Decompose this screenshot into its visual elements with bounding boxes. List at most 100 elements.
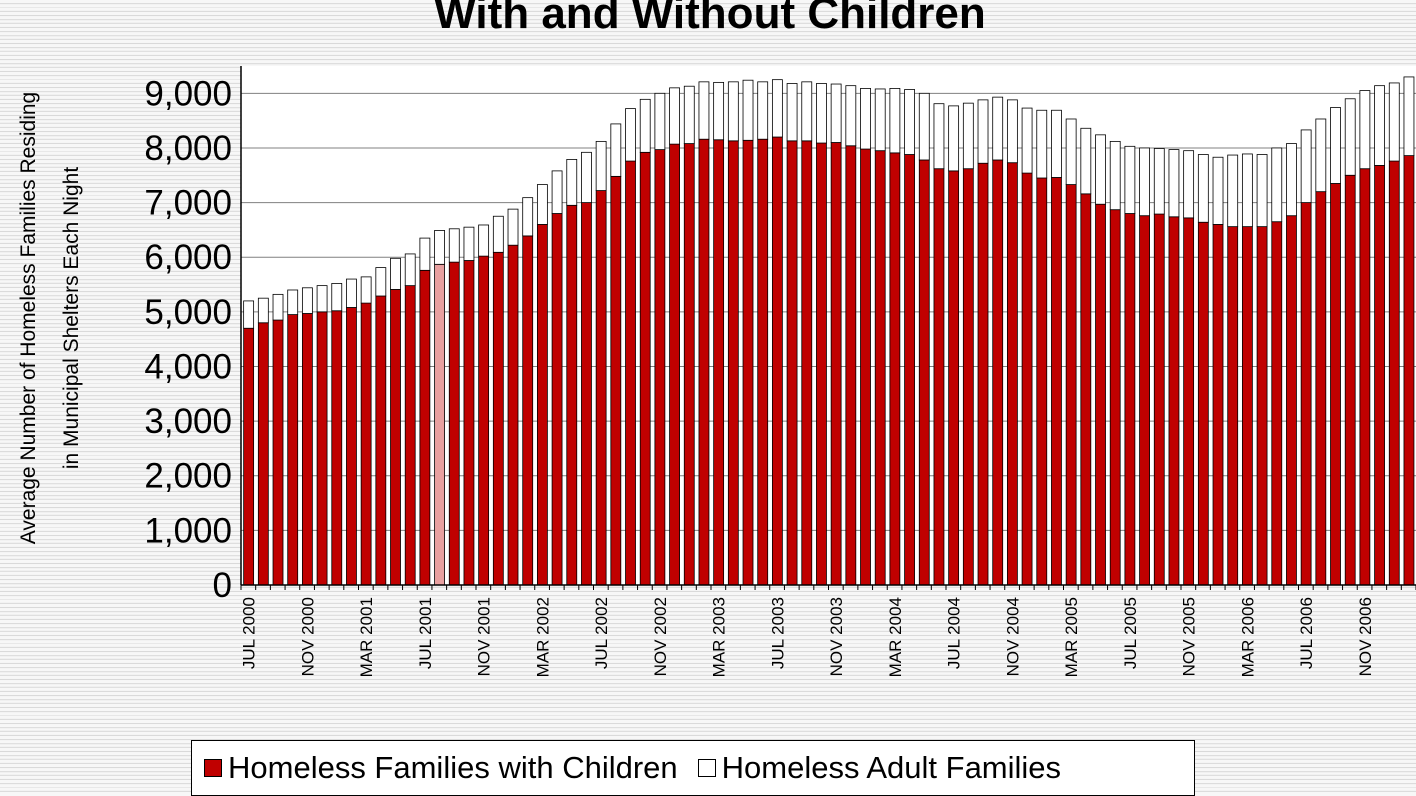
bar-families-with-children bbox=[1139, 215, 1150, 586]
bar-families-with-children bbox=[1344, 174, 1356, 586]
y-axis-label: Average Number of Homeless Families Resi… bbox=[17, 92, 83, 544]
bar-families-with-children bbox=[933, 168, 945, 586]
bar-adult-families bbox=[463, 226, 475, 261]
bar-adult-families bbox=[1065, 118, 1077, 185]
bar-adult-families bbox=[1344, 98, 1356, 176]
bar-adult-families bbox=[816, 83, 827, 144]
bar-families-with-children bbox=[904, 154, 915, 586]
y-tick-label: 6,000 bbox=[144, 238, 232, 277]
bar-adult-families bbox=[683, 85, 695, 144]
bar-families-with-children bbox=[1197, 221, 1209, 586]
bar-families-with-children bbox=[316, 311, 328, 586]
bar-families-with-children bbox=[1080, 193, 1092, 586]
bar-adult-families bbox=[698, 81, 710, 140]
bar-families-with-children bbox=[889, 152, 901, 586]
bar-families-with-children bbox=[1153, 213, 1165, 586]
y-tick-label: 1,000 bbox=[144, 511, 232, 550]
bar-families-with-children bbox=[463, 260, 475, 586]
bar-adult-families bbox=[786, 83, 798, 142]
bar-adult-families bbox=[287, 289, 299, 315]
x-tick-label: NOV 2006 bbox=[1356, 597, 1375, 676]
bar-families-with-children bbox=[992, 159, 1004, 586]
bar-adult-families bbox=[1095, 134, 1106, 205]
bar-adult-families bbox=[889, 88, 901, 154]
bar-families-with-children bbox=[1168, 216, 1180, 586]
bar-adult-families bbox=[713, 81, 725, 141]
x-tick-label: NOV 2003 bbox=[827, 597, 846, 676]
x-tick-label: MAR 2003 bbox=[710, 597, 729, 677]
bar-adult-families bbox=[1359, 90, 1371, 170]
bar-families-with-children bbox=[1183, 217, 1195, 586]
x-tick-label: JUL 2000 bbox=[240, 597, 259, 669]
bar-families-with-children bbox=[1109, 209, 1121, 586]
bar-adult-families bbox=[1080, 127, 1092, 195]
bar-adult-families bbox=[757, 81, 769, 140]
bar-adult-families bbox=[360, 276, 372, 304]
bar-adult-families bbox=[1286, 143, 1297, 217]
bar-adult-families bbox=[316, 285, 328, 313]
legend: Homeless Families with Children Homeless… bbox=[191, 740, 1195, 796]
y-tick-label: 4,000 bbox=[144, 347, 232, 386]
x-tick-label: NOV 2001 bbox=[475, 597, 494, 676]
bar-families-with-children bbox=[243, 327, 255, 586]
plot-area bbox=[241, 66, 1416, 585]
bar-families-with-children bbox=[727, 140, 739, 586]
bar-adult-families bbox=[1021, 107, 1033, 174]
bar-families-with-children bbox=[742, 139, 754, 586]
bar-adult-families bbox=[404, 253, 416, 287]
y-tick-label: 5,000 bbox=[144, 293, 232, 332]
bar-families-with-children bbox=[257, 322, 269, 586]
bar-families-with-children bbox=[287, 314, 299, 586]
bar-adult-families bbox=[654, 92, 666, 150]
x-tick-labels: JUL 2000 NOV 2000 MAR 2001 JUL 2001 NOV 2001… bbox=[240, 597, 1375, 677]
bar-families-with-children bbox=[1256, 226, 1268, 586]
bar-adult-families bbox=[1183, 150, 1195, 219]
bar-adult-families bbox=[977, 99, 989, 164]
bar-adult-families bbox=[1168, 149, 1180, 218]
y-tick-label: 7,000 bbox=[144, 184, 232, 223]
bar-families-with-children bbox=[595, 190, 607, 586]
bar-families-with-children bbox=[581, 202, 592, 586]
bar-adult-families bbox=[1051, 109, 1062, 178]
y-tick-labels: 0 1,000 2,000 3,000 4,000 5,000 6,000 7,000 8,00… bbox=[144, 74, 232, 605]
bar-families-with-children bbox=[1065, 184, 1077, 586]
bar-families-with-children bbox=[404, 285, 416, 586]
bar-adult-families bbox=[507, 208, 519, 246]
bar-families-with-children bbox=[375, 295, 387, 586]
bar-adult-families bbox=[1006, 99, 1018, 164]
bar-families-with-children bbox=[683, 143, 695, 586]
bar-families-with-children bbox=[654, 149, 666, 586]
bar-adult-families bbox=[1124, 145, 1136, 214]
bar-adult-families bbox=[390, 257, 401, 290]
bar-families-with-children bbox=[272, 319, 284, 586]
x-tick-label: JUL 2002 bbox=[592, 597, 611, 669]
y-tick-label: 2,000 bbox=[144, 457, 232, 496]
bar-adult-families bbox=[1300, 129, 1312, 203]
legend-item-adults: Homeless Adult Families bbox=[697, 750, 1061, 786]
bar-adult-families bbox=[625, 108, 636, 162]
bar-adult-families bbox=[1256, 154, 1268, 228]
bar-adult-families bbox=[536, 184, 548, 225]
x-tick-label: MAR 2005 bbox=[1062, 597, 1081, 677]
bar-adult-families bbox=[257, 297, 269, 324]
bar-families-with-children bbox=[1227, 226, 1239, 586]
chart: With and Without Children Average Number… bbox=[17, 0, 1416, 677]
x-tick-label: JUL 2005 bbox=[1121, 597, 1140, 669]
bar-families-with-children bbox=[1212, 224, 1224, 586]
bar-families-with-children bbox=[1021, 172, 1033, 586]
bar-families-with-children bbox=[478, 255, 490, 586]
bar-adult-families bbox=[1227, 154, 1239, 228]
bar-families-with-children bbox=[962, 168, 974, 586]
x-tick-label: JUL 2004 bbox=[945, 597, 964, 669]
legend-item-children: Homeless Families with Children bbox=[204, 750, 678, 786]
bar-adult-families bbox=[492, 215, 504, 253]
y-tick-label: 0 bbox=[213, 566, 232, 605]
bar-families-with-children bbox=[1124, 213, 1136, 586]
bar-families-with-children bbox=[845, 145, 857, 586]
y-tick-label: 8,000 bbox=[144, 129, 232, 168]
bar-families-with-children bbox=[507, 244, 519, 586]
bar-families-with-children bbox=[771, 136, 783, 586]
bar-adult-families bbox=[948, 105, 960, 172]
bar-families-with-children bbox=[698, 138, 710, 586]
bar-families-with-children bbox=[448, 261, 460, 586]
